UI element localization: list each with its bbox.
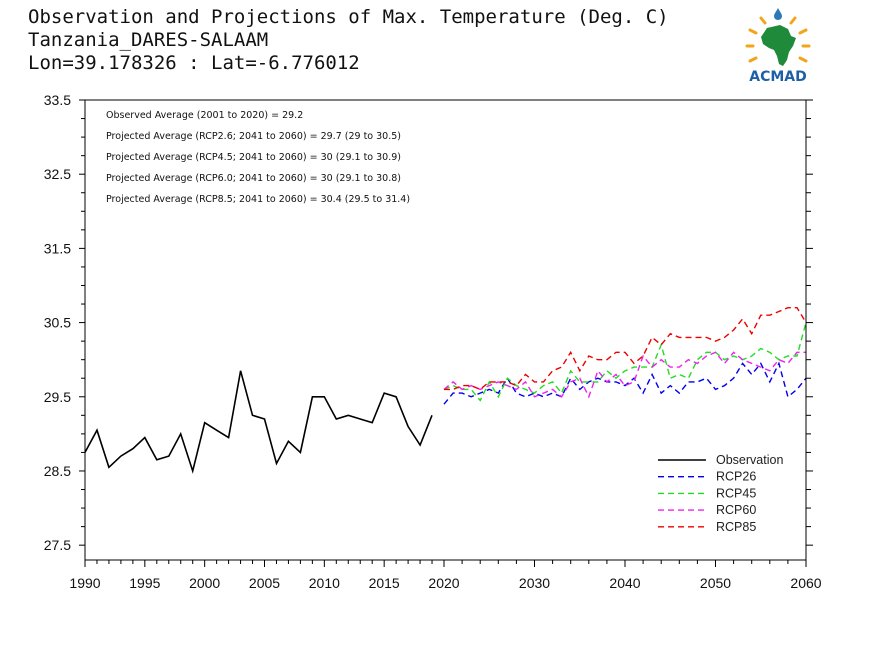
x-tick-label: 2030 xyxy=(519,575,550,591)
y-tick-label: 30.5 xyxy=(44,315,71,331)
y-tick-label: 33.5 xyxy=(44,92,71,108)
x-tick-label: 2040 xyxy=(609,575,640,591)
x-tick-label: 2010 xyxy=(309,575,340,591)
x-tick-label: 2060 xyxy=(790,575,821,591)
series-layer xyxy=(84,307,807,474)
y-tick-label: 27.5 xyxy=(44,537,71,553)
raindrop-icon xyxy=(774,8,782,20)
station-name: Tanzania_DARES-SALAAM xyxy=(28,29,269,51)
x-tick-label: 2005 xyxy=(249,575,280,591)
legend-label-rcp26: RCP26 xyxy=(716,470,756,484)
x-tick-label: 2050 xyxy=(700,575,731,591)
sun-rays-icon xyxy=(745,10,811,63)
annotation-line: Projected Average (RCP2.6; 2041 to 2060)… xyxy=(106,131,401,142)
series-line-rcp45 xyxy=(443,322,807,402)
annotation-line: Projected Average (RCP8.5; 2041 to 2060)… xyxy=(106,194,410,205)
x-tick-label: 1995 xyxy=(129,575,160,591)
y-tick-label: 28.5 xyxy=(44,463,71,479)
station-coordinates: Lon=39.178326 : Lat=-6.776012 xyxy=(28,52,360,74)
logo-text: ACMAD xyxy=(749,69,807,85)
series-line-rcp60 xyxy=(443,351,806,399)
series-line-rcp26 xyxy=(443,361,807,405)
legend-label-rcp45: RCP45 xyxy=(716,486,756,500)
y-tick-label: 32.5 xyxy=(44,166,71,182)
annotation-line: Observed Average (2001 to 2020) = 29.2 xyxy=(106,110,303,121)
chart-title-block: Observation and Projections of Max. Temp… xyxy=(28,6,669,75)
annotations: Observed Average (2001 to 2020) = 29.2 Pr… xyxy=(106,110,410,205)
plot-frame xyxy=(84,99,807,561)
africa-map-logo: ACMAD xyxy=(745,8,811,85)
africa-shape-icon xyxy=(761,25,796,66)
legend-label-rcp85: RCP85 xyxy=(716,520,756,534)
x-tick-label: 2020 xyxy=(428,575,459,591)
series-line-observation xyxy=(84,370,433,474)
x-tick-label: 1990 xyxy=(69,575,100,591)
series-line-rcp85 xyxy=(444,307,807,391)
legend: Observation RCP26 RCP45 RCP60 RCP85 xyxy=(658,453,783,534)
y-tick-label: 29.5 xyxy=(44,389,71,405)
x-tick-label: 2015 xyxy=(369,575,400,591)
y-tick-label: 31.5 xyxy=(44,240,71,256)
axis-ticks: 27.5 28.5 29.5 30.5 31.5 32.5 33.5 1990 1995 2000… xyxy=(44,92,822,591)
x-tick-label: 2000 xyxy=(189,575,220,591)
chart-title: Observation and Projections of Max. Temp… xyxy=(28,6,669,28)
legend-label-observation: Observation xyxy=(716,453,783,467)
annotation-line: Projected Average (RCP4.5; 2041 to 2060)… xyxy=(106,152,401,163)
legend-label-rcp60: RCP60 xyxy=(716,503,756,517)
annotation-line: Projected Average (RCP6.0; 2041 to 2060)… xyxy=(106,173,401,184)
